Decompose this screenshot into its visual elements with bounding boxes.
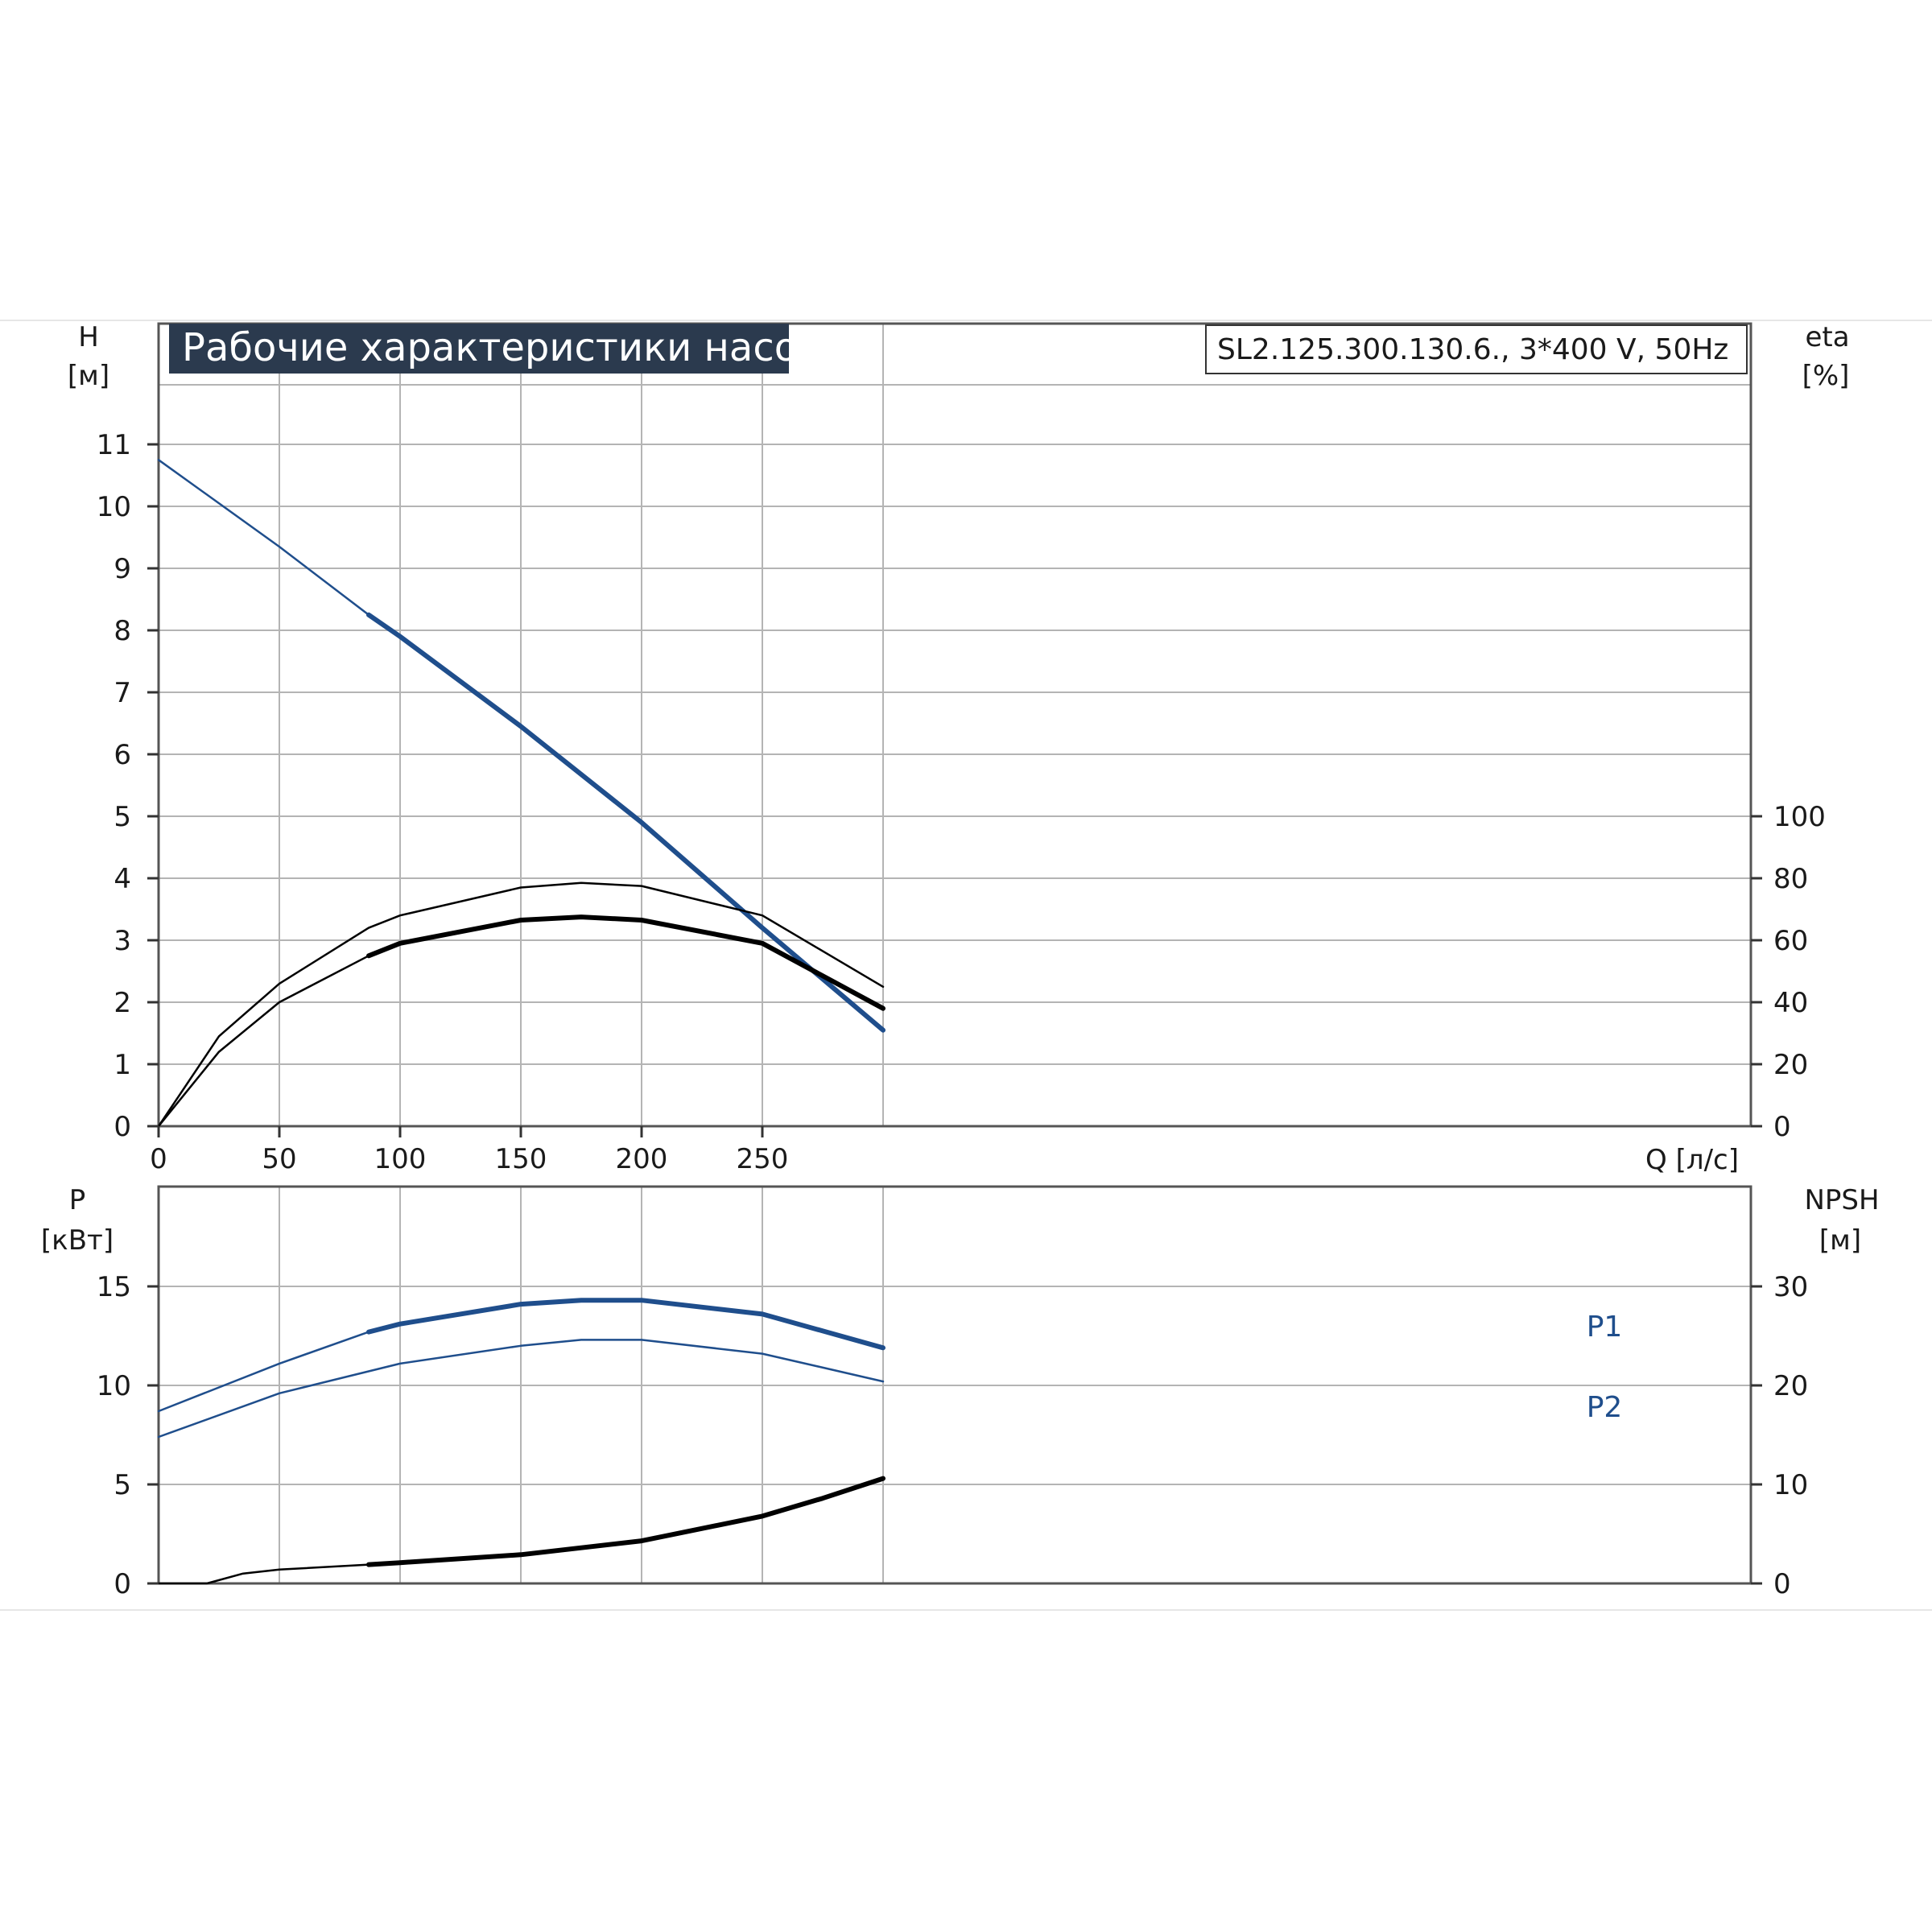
y-right-tick-label: 20 (1773, 1049, 1808, 1081)
y-left-tick-label: 10 (97, 491, 131, 523)
bottom-grid (159, 1186, 1751, 1583)
model-label: SL2.125.300.130.6., 3*400 V, 50Hz (1217, 333, 1728, 366)
npsh-axis-unit: [м] (1819, 1224, 1861, 1257)
eta-axis-title: eta (1805, 321, 1849, 353)
y-right-tick-label: 10 (1773, 1469, 1808, 1501)
x-tick-label: 50 (262, 1143, 296, 1175)
x-tick-label: 200 (616, 1143, 668, 1175)
bottom-panel: 0 5 10 15 0 10 20 30 P1 P2 P [кВт] NPSH [м] (41, 1184, 1880, 1600)
title-banner (169, 324, 789, 374)
series-line-0-1 (157, 881, 885, 1128)
p-axis-title: P (69, 1184, 86, 1216)
p2-label: P2 (1587, 1391, 1623, 1424)
p-axis-unit: [кВт] (41, 1224, 114, 1257)
chart-title: Рабочие характеристики насоса (182, 325, 843, 370)
y-left-tick-label: 0 (114, 1111, 131, 1143)
x-tick-label: 0 (150, 1143, 167, 1175)
h-axis-unit: [м] (68, 360, 109, 392)
top-plot-frame (157, 322, 1752, 1128)
y-left-tick-label: 11 (97, 429, 131, 461)
y-left-tick-label: 8 (114, 615, 131, 647)
p1-label: P1 (1587, 1311, 1623, 1344)
top-panel: Рабочие характеристики насоса SL2.125.30… (68, 321, 1850, 1176)
top-ticks: 0 1 2 3 4 5 6 7 8 9 10 11 0 20 40 60 80 100 0 50 100 150 200 25… (97, 429, 1826, 1175)
y-left-tick-label: 4 (114, 863, 131, 895)
y-right-tick-label: 40 (1773, 987, 1808, 1019)
y-left-tick-label: 10 (97, 1370, 131, 1402)
series-line-bold-1-2 (366, 1476, 886, 1567)
y-left-tick-label: 7 (114, 677, 131, 709)
x-tick-label: 100 (374, 1143, 427, 1175)
y-left-tick-label: 5 (114, 1469, 131, 1501)
y-left-tick-label: 9 (114, 553, 131, 585)
y-right-tick-label: 80 (1773, 863, 1808, 895)
y-right-tick-label: 0 (1773, 1568, 1791, 1600)
eta-axis-unit: [%] (1802, 360, 1850, 392)
x-tick-label: 150 (495, 1143, 547, 1175)
bottom-series (157, 1298, 886, 1585)
top-series (157, 459, 886, 1128)
y-left-tick-label: 15 (97, 1271, 131, 1303)
series-line-bold-0-0 (366, 612, 886, 1033)
y-left-tick-label: 2 (114, 987, 131, 1019)
bottom-ticks: 0 5 10 15 0 10 20 30 (97, 1271, 1809, 1600)
y-left-tick-label: 3 (114, 925, 131, 957)
q-axis-title: Q [л/с] (1645, 1144, 1739, 1176)
y-left-tick-label: 6 (114, 739, 131, 771)
top-grid (159, 324, 1751, 1126)
x-tick-label: 250 (737, 1143, 789, 1175)
y-left-tick-label: 5 (114, 801, 131, 833)
y-right-tick-label: 100 (1773, 801, 1826, 833)
series-line-1-1 (157, 1339, 885, 1439)
h-axis-title: H (78, 321, 99, 353)
y-right-tick-label: 60 (1773, 925, 1808, 957)
y-right-tick-label: 30 (1773, 1271, 1808, 1303)
y-left-tick-label: 1 (114, 1049, 131, 1081)
y-left-tick-label: 0 (114, 1568, 131, 1600)
y-right-tick-label: 0 (1773, 1111, 1791, 1143)
y-right-tick-label: 20 (1773, 1370, 1808, 1402)
model-label-box (1205, 324, 1748, 374)
npsh-axis-title: NPSH (1804, 1184, 1879, 1216)
